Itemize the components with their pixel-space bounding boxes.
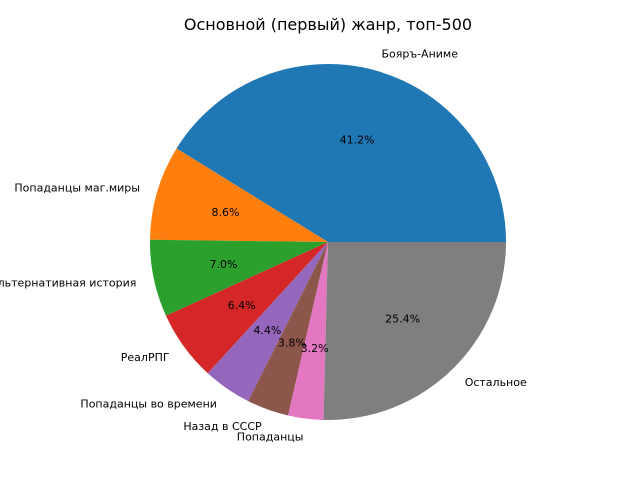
slice-category-label: Попаданцы во времени (80, 397, 217, 410)
slice-category-label: Попаданцы маг.миры (14, 181, 140, 194)
pie-slice-3 (166, 242, 328, 374)
slice-category-label: РеалРПГ (121, 351, 170, 364)
slice-category-label: Альтернативная история (0, 276, 136, 289)
slice-percent-label: 3.2% (301, 342, 329, 355)
pie-slice-2 (149, 239, 328, 316)
chart-title: Основной (первый) жанр, топ-500 (184, 15, 472, 34)
slice-category-label: Остальное (465, 376, 527, 389)
pie-slice-5 (248, 242, 328, 416)
pie-slice-4 (207, 242, 328, 402)
slice-percent-label: 8.6% (211, 206, 239, 219)
slice-category-label: Попаданцы (237, 430, 304, 443)
pie-slice-1 (150, 148, 328, 242)
slice-percent-label: 3.8% (278, 336, 306, 349)
pie-slice-6 (288, 242, 328, 420)
slice-category-label: Бояръ-Аниме (381, 48, 458, 61)
slice-percent-label: 7.0% (210, 258, 238, 271)
slice-percent-label: 25.4% (385, 312, 420, 325)
pie-slice-0 (176, 63, 507, 243)
slice-percent-label: 6.4% (228, 299, 256, 312)
slice-category-label: Назад в СССР (183, 420, 262, 433)
slice-labels: 41.2% Бояръ-Аниме 8.6% Попаданцы маг.миры 7.… (0, 48, 527, 444)
slice-percent-label: 41.2% (340, 133, 375, 146)
pie-slice-7 (323, 242, 506, 420)
slice-percent-label: 4.4% (253, 324, 281, 337)
pie-slices (149, 63, 507, 420)
